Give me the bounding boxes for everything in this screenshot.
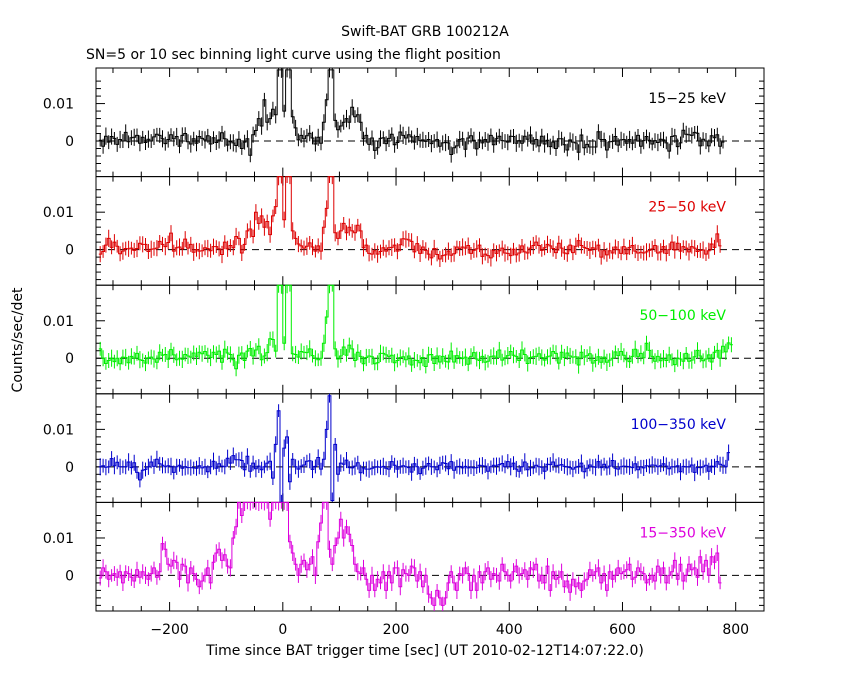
y-tick-label: 0.01 [43,531,74,547]
series-line [98,395,730,503]
series-line [98,69,725,156]
panel-1: 0.01 0 15−25 keV [43,67,765,178]
series-error-bars [99,393,730,503]
band-label: 15−25 keV [648,91,726,107]
y-tick-label: 0 [65,460,74,476]
chart-title: Swift-BAT GRB 100212A [341,24,509,40]
x-tick-label: 200 [383,622,410,638]
band-label: 25−50 keV [648,200,726,216]
y-tick-label: 0 [65,243,74,259]
y-tick-label: 0 [65,351,74,367]
panel-frame [95,176,765,286]
series-error-bars [99,68,724,163]
chart-subtitle: SN=5 or 10 sec binning light curve using… [86,47,501,63]
band-label: 50−100 keV [639,308,726,324]
series-line [98,284,733,370]
panel-frame [95,67,765,178]
y-axis-label: Counts/sec/det [10,287,26,392]
y-tick-label: 0 [65,134,74,150]
y-tick-label: 0.01 [43,422,74,438]
series-error-bars [99,502,721,611]
band-label: 100−350 keV [631,417,727,433]
series-error-bars [99,285,732,377]
series-line [98,176,722,260]
y-tick-label: 0.01 [43,97,74,113]
band-label: 15−350 keV [639,525,726,541]
panel-5: 0.01 0 15−350 keV [43,501,765,612]
panel-frame [95,501,765,612]
panels-group: 0.01 0 15−25 keV 0.01 0 25−50 keV 0.01 0 50−100 … [43,67,765,638]
panel-2: 0.01 0 25−50 keV [43,176,765,286]
x-tick-label: 0 [278,622,287,638]
y-tick-label: 0.01 [43,314,74,330]
panel-4: 0.01 0 100−350 keV [43,393,765,503]
x-tick-label: −200 [150,622,188,638]
y-tick-label: 0 [65,568,74,584]
series-line [98,501,722,606]
y-tick-label: 0.01 [43,205,74,221]
panel-3: 0.01 0 50−100 keV [43,284,765,395]
panel-frame [95,393,765,503]
x-axis-label: Time since BAT trigger time [sec] (UT 20… [205,643,644,659]
x-tick-label: 600 [609,622,636,638]
x-tick-label: 800 [722,622,749,638]
x-tick-label: 400 [496,622,523,638]
panel-frame [95,284,765,395]
